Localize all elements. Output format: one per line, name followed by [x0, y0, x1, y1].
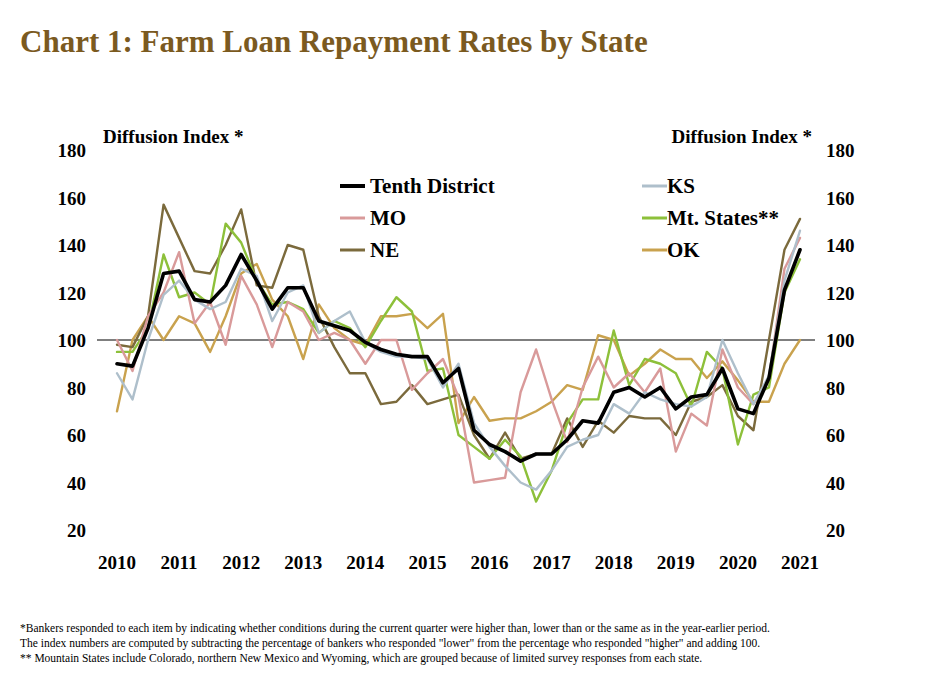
y-axis-label: Diffusion Index * [103, 126, 243, 147]
legend-label: MO [370, 206, 406, 230]
series-line [117, 231, 800, 490]
legend-swatch [340, 184, 365, 188]
y-tick-label: 60 [67, 425, 86, 446]
y2-tick [815, 387, 819, 388]
y2-tick-label: 80 [826, 378, 845, 399]
y2-tick [815, 292, 819, 293]
y-tick [93, 387, 97, 388]
y-tick [93, 292, 97, 293]
x-tick-label: 2013 [284, 552, 322, 573]
x-tick-label: 2020 [719, 552, 757, 573]
y2-tick [815, 245, 819, 246]
series-line [117, 224, 800, 502]
series-line [117, 250, 800, 461]
legend-label: NE [370, 238, 399, 262]
y2-tick-label: 120 [826, 283, 855, 304]
y-tick [93, 245, 97, 246]
y-tick [93, 482, 97, 483]
legend-swatch [340, 217, 365, 220]
legend-label: KS [667, 174, 695, 198]
y2-tick-label: 20 [826, 520, 845, 541]
y2-tick-label: 180 [826, 140, 855, 161]
x-tick-label: 2018 [595, 552, 633, 573]
legend-swatch [340, 249, 365, 252]
x-tick-label: 2012 [222, 552, 260, 573]
y-tick [93, 197, 97, 198]
y-tick [93, 530, 97, 531]
y-tick [93, 435, 97, 436]
y2-axis-label: Diffusion Index * [672, 126, 812, 147]
y-tick [93, 340, 97, 341]
y2-tick-label: 140 [826, 235, 855, 256]
x-tick-label: 2011 [161, 552, 198, 573]
series-line [117, 238, 800, 483]
series-line [117, 205, 800, 459]
y2-tick [815, 482, 819, 483]
y2-tick [815, 197, 819, 198]
y-tick-label: 160 [58, 188, 87, 209]
y2-tick-label: 100 [826, 330, 855, 351]
legend-label: Mt. States** [667, 206, 779, 230]
y2-tick-label: 60 [826, 425, 845, 446]
x-tick-label: 2010 [98, 552, 136, 573]
plot-area [97, 205, 815, 502]
legend-swatch [642, 249, 667, 252]
x-tick-label: 2021 [781, 552, 819, 573]
legend-label: Tenth District [370, 174, 495, 198]
x-tick-label: 2014 [346, 552, 385, 573]
x-tick-label: 2017 [533, 552, 572, 573]
y2-tick-label: 160 [826, 188, 855, 209]
footnote: *Bankers responded to each item by indic… [20, 622, 770, 635]
y-tick-label: 100 [58, 330, 87, 351]
legend-swatch [642, 217, 667, 220]
y2-tick [815, 150, 819, 151]
x-tick-label: 2016 [471, 552, 509, 573]
background [0, 0, 925, 693]
footnote: The index numbers are computed by subtra… [20, 637, 760, 650]
x-tick-label: 2019 [657, 552, 695, 573]
y-tick-label: 20 [67, 520, 86, 541]
footnote: ** Mountain States include Colorado, nor… [20, 652, 702, 665]
x-tick-label: 2015 [408, 552, 446, 573]
y2-tick [815, 340, 819, 341]
legend-swatch [642, 185, 667, 188]
y-tick [93, 150, 97, 151]
chart: Chart 1: Farm Loan Repayment Rates by St… [0, 0, 925, 693]
y-tick-label: 120 [58, 283, 87, 304]
legend-label: OK [667, 238, 700, 262]
y-tick-label: 140 [58, 235, 87, 256]
y-tick-label: 80 [67, 378, 86, 399]
y2-tick [815, 435, 819, 436]
y2-tick [815, 530, 819, 531]
title: Chart 1: Farm Loan Repayment Rates by St… [20, 24, 648, 59]
y-tick-label: 40 [67, 473, 86, 494]
y-tick-label: 180 [58, 140, 87, 161]
y2-tick-label: 40 [826, 473, 845, 494]
